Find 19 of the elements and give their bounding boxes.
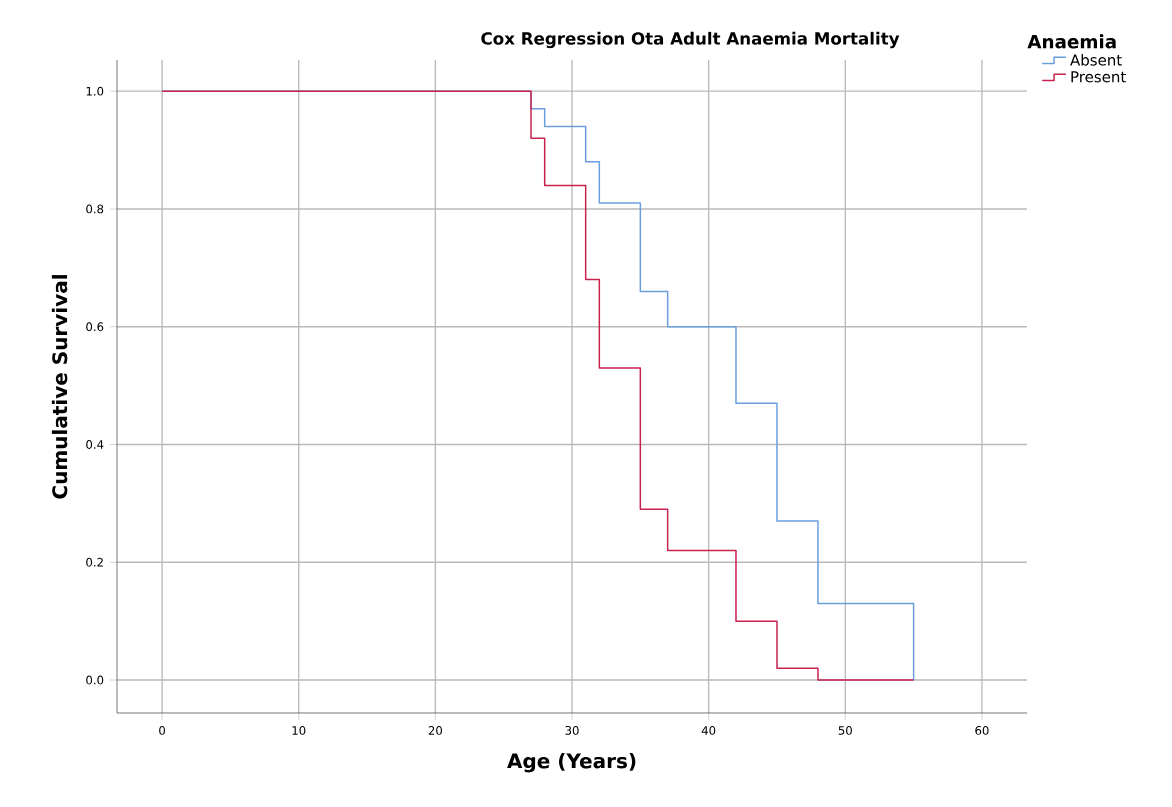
y-tick-label: 0.0 <box>86 675 104 685</box>
legend-title: Anaemia <box>1027 34 1116 49</box>
chart-title: Cox Regression Ota Adult Anaemia Mortality <box>481 31 900 49</box>
x-tick-label: 20 <box>428 726 443 735</box>
y-tick-label: 0.2 <box>86 557 103 567</box>
x-tick-label: 10 <box>292 726 306 735</box>
x-tick-label: 30 <box>565 726 579 735</box>
y-tick-label: 0.8 <box>86 204 104 214</box>
x-tick-label: 50 <box>838 726 852 735</box>
y-tick-label: 1.0 <box>86 86 104 96</box>
x-axis-title: Age (Years) <box>507 752 636 773</box>
x-tick-label: 40 <box>701 726 716 735</box>
y-axis-title: Cumulative Survival <box>51 275 68 499</box>
y-tick-label: 0.6 <box>86 322 104 332</box>
legend-label: Absent <box>1070 54 1122 66</box>
y-tick-label: 0.4 <box>86 440 104 449</box>
legend-label: Present <box>1071 71 1126 83</box>
x-tick-label: 0 <box>159 726 166 735</box>
x-tick-label: 60 <box>975 726 989 735</box>
